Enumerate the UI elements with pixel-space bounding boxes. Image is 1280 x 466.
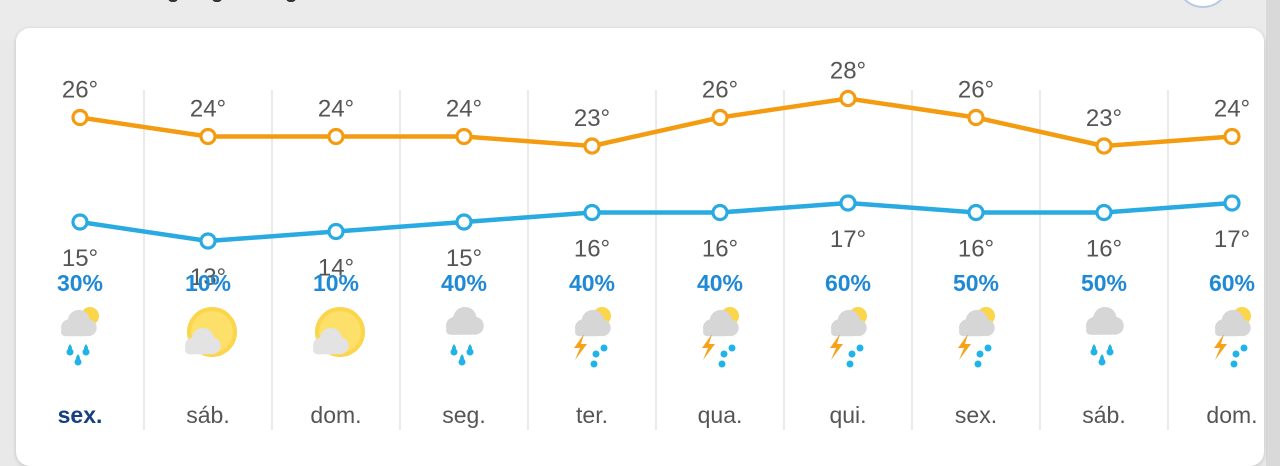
min-temp-label: 17° (830, 226, 866, 253)
max-temp-point (967, 108, 985, 127)
day-label[interactable]: sáb. (186, 402, 230, 428)
max-temp-point (583, 137, 601, 155)
precipitation-chance: 10% (184, 270, 232, 296)
max-temp-point (711, 108, 729, 127)
day-label[interactable]: dom. (1206, 402, 1258, 428)
min-temp-point (199, 232, 217, 250)
day-label[interactable]: sex. (954, 402, 998, 428)
forecast-card: 26° 24° 24° 24° 23° 26° 28° 26° 23° 24° 15° 13° 14° 1… (16, 28, 1264, 466)
min-temp-point (71, 213, 89, 231)
min-temp-line (79, 200, 1233, 244)
min-temp-point (711, 203, 729, 222)
precipitation-chance: 50% (952, 270, 1000, 296)
min-temp-point (455, 213, 473, 231)
thunderstorm-rain-icon (574, 307, 611, 368)
max-temp-label: 23° (574, 105, 610, 132)
day-label[interactable]: qua. (697, 402, 743, 428)
max-temp-label: 26° (958, 77, 994, 104)
max-temp-point (455, 127, 473, 146)
min-temp-point (967, 203, 985, 222)
min-temp-label: 16° (958, 236, 994, 263)
cloud-rain-icon (1086, 306, 1124, 366)
min-temp-label: 15° (62, 245, 98, 272)
scrollbar-track (1266, 0, 1280, 466)
precipitation-chance: 40% (440, 270, 488, 296)
max-temp-label: 24° (1214, 96, 1250, 123)
max-temp-label: 24° (190, 96, 226, 123)
min-temp-label: 16° (574, 236, 610, 263)
day-label[interactable]: ter. (576, 402, 608, 428)
sun-cloud-icon (185, 307, 237, 357)
min-temp-label: 15° (446, 245, 482, 272)
min-temp-label: 17° (1214, 226, 1250, 253)
precipitation-chance: 10% (312, 270, 360, 296)
max-temp-point (1223, 127, 1241, 146)
min-temp-label: 16° (1086, 236, 1122, 263)
precipitation-chance: 50% (1080, 270, 1128, 296)
thunderstorm-rain-icon (1214, 307, 1251, 368)
precipitation-chance: 60% (824, 270, 872, 296)
max-temp-label: 28° (830, 58, 866, 85)
temperature-chart: 26°24° 24° 24° 23°26°28°26°23° 24°15°13° 14° 1… (61, 58, 1251, 430)
min-temp-point (327, 222, 345, 241)
max-temp-label: 23° (1086, 105, 1122, 132)
day-label[interactable]: sáb. (1082, 402, 1126, 428)
partly-cloudy-rain-icon (61, 307, 99, 366)
max-temp-point (199, 127, 217, 146)
max-temp-line (79, 96, 1233, 149)
day-label[interactable]: dom. (310, 402, 362, 428)
thunderstorm-rain-icon (702, 307, 739, 368)
top-header-fragment (168, 0, 308, 4)
sun-cloud-icon (313, 307, 365, 357)
max-temp-point (327, 127, 345, 146)
precipitation-chance: 60% (1208, 270, 1256, 296)
max-temp-label: 26° (702, 77, 738, 104)
precipitation-chance: 30% (56, 270, 104, 296)
thunderstorm-rain-icon (958, 307, 995, 368)
precipitation-chance: 40% (568, 270, 616, 296)
max-temp-label: 24° (446, 96, 482, 123)
max-temp-label: 26° (62, 77, 98, 104)
max-temp-point (1095, 137, 1113, 155)
max-temp-point (839, 89, 857, 108)
min-temp-point (1095, 203, 1113, 222)
max-temp-label: 24° (318, 96, 354, 123)
min-temp-label: 14° (318, 255, 354, 282)
min-temp-point (1223, 194, 1241, 212)
day-label[interactable]: qui. (829, 402, 867, 428)
max-temp-point (71, 108, 89, 127)
min-temp-label: 16° (702, 236, 738, 263)
min-temp-point (583, 203, 601, 222)
day-label[interactable]: seg. (442, 402, 486, 428)
min-temp-label: 13° (190, 264, 226, 291)
day-label[interactable]: sex. (57, 402, 103, 428)
thunderstorm-rain-icon (830, 307, 867, 368)
cloud-rain-icon (446, 306, 484, 366)
precipitation-chance: 40% (696, 270, 744, 296)
min-temp-point (839, 194, 857, 212)
